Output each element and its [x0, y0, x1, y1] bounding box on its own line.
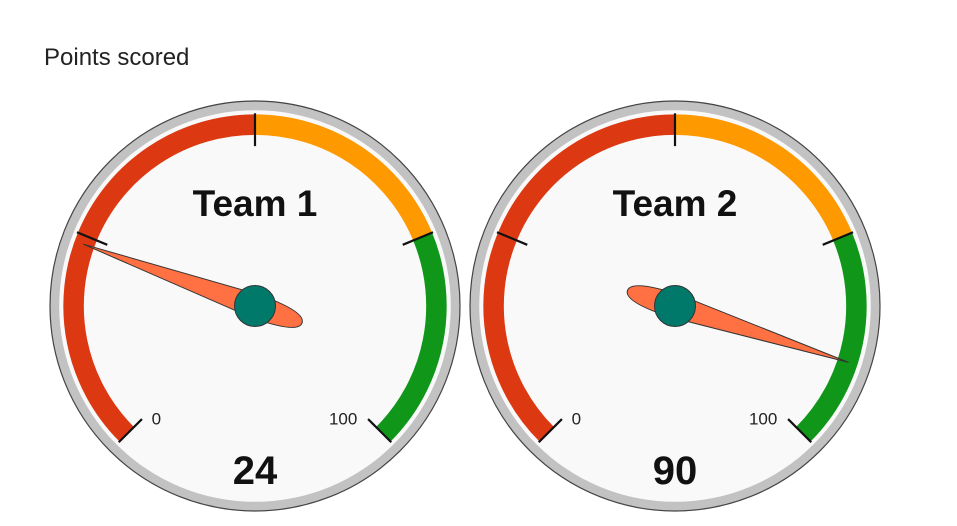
gauge-value: 90: [653, 449, 698, 493]
gauge-major-tick: [367, 418, 393, 444]
gauge-major-tick: [496, 231, 528, 246]
gauge-tick-label: 100: [329, 409, 357, 428]
gauge-major-tick: [117, 418, 143, 444]
gauge-tick-label: 100: [749, 409, 777, 428]
gauge-tick-label: 0: [572, 409, 581, 428]
gauge-major-tick: [76, 231, 108, 246]
gauge-2: 0 100 Team 2 90: [469, 100, 881, 512]
gauge-1: 0 100 Team 1 24: [49, 100, 461, 512]
gauge-label: Team 2: [613, 183, 738, 224]
gauge-hub: [654, 285, 696, 327]
gauge-tick-label: 0: [152, 409, 161, 428]
chart-title: Points scored: [44, 44, 190, 71]
gauge-major-tick: [537, 418, 563, 444]
gauge-label: Team 1: [193, 183, 318, 224]
gauge-band-2: [254, 114, 433, 241]
gauge-value: 24: [233, 449, 278, 493]
gauge-major-tick: [787, 418, 813, 444]
gauge-major-tick: [822, 231, 854, 246]
gauge-band-3: [375, 232, 447, 442]
gauge-band-3: [795, 232, 867, 442]
gauge-major-tick: [402, 231, 434, 246]
gauge-hub: [234, 285, 276, 327]
gauge-band-2: [674, 114, 853, 241]
